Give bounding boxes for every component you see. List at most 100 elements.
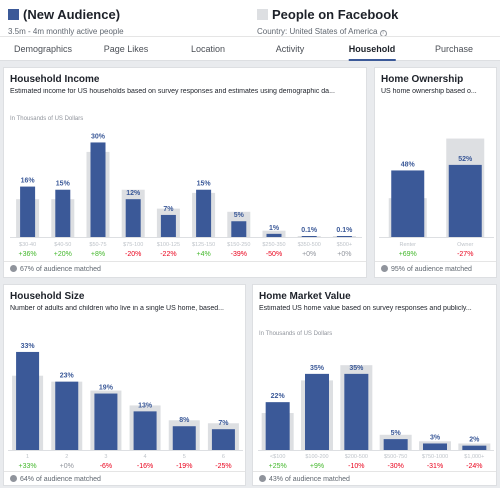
value-label: 8% (179, 417, 190, 424)
audience-bar (336, 236, 352, 237)
category-label: 4 (144, 454, 147, 460)
value-label: 0.1% (301, 227, 318, 234)
audience-bar (196, 189, 212, 237)
category-label: $125-150 (192, 242, 215, 248)
tab-location[interactable]: Location (190, 44, 226, 54)
audience-bar (305, 373, 329, 450)
delta-label: -22% (160, 251, 176, 258)
audience-name: (New Audience) (23, 7, 121, 22)
delta-label: +4% (196, 251, 210, 258)
home-ownership-panel: Home Ownership US home ownership based o… (374, 67, 497, 278)
category-label: 6 (222, 454, 225, 460)
audience-bar (231, 221, 247, 237)
audience-bar (423, 443, 447, 450)
value-label: 19% (99, 385, 114, 392)
delta-label: -39% (231, 251, 247, 258)
audience-header: (New Audience) 3.5m - 4m monthly active … (0, 0, 500, 37)
value-label: 35% (310, 365, 325, 372)
value-label: 15% (56, 181, 71, 188)
category-label: <$100 (270, 454, 285, 460)
household-income-chart: 16% $30-40 +36% 15% $40-50 +20% 30% $50-75 +8% 12… (10, 133, 362, 258)
match-rate-text: 67% of audience matched (20, 266, 101, 273)
value-label: 16% (21, 178, 36, 185)
audience-bar (462, 445, 487, 450)
pie-icon (10, 265, 17, 272)
audience-bar (391, 170, 425, 237)
audience-bar (266, 233, 282, 237)
delta-label: -50% (266, 251, 282, 258)
match-rate-text: 64% of audience matched (20, 476, 101, 483)
category-label: 2 (65, 454, 68, 460)
divider (4, 471, 245, 472)
panel-description: US home ownership based o... (381, 88, 477, 95)
home-market-value-panel: Home Market Value Estimated US home valu… (252, 284, 497, 486)
comparison-name: People on Facebook (272, 7, 399, 22)
match-rate: 64% of audience matched (10, 475, 101, 483)
value-label: 23% (60, 373, 75, 380)
delta-label: +9% (310, 463, 324, 470)
unit-label: In Thousands of US Dollars (10, 116, 84, 122)
category-label: $40-50 (54, 242, 71, 248)
audience-bar (172, 426, 196, 450)
audience-bar (90, 142, 106, 237)
tab-activity[interactable]: Activity (275, 44, 305, 54)
category-label: $75-100 (123, 242, 143, 248)
audience-bar (344, 373, 369, 450)
value-label: 30% (91, 133, 106, 140)
category-label: $500+ (337, 242, 352, 248)
audience-bar (55, 189, 71, 237)
value-label: 7% (218, 420, 229, 427)
audience-size: 3.5m - 4m monthly active people (8, 27, 124, 36)
audience-bar (55, 381, 79, 450)
category-label: $150-250 (227, 242, 250, 248)
audience-bar (265, 402, 290, 450)
tab-bar: Demographics Page Likes Location Activit… (0, 36, 500, 61)
delta-label: -24% (466, 463, 482, 470)
delta-label: +0% (337, 251, 351, 258)
audience-bar (125, 199, 141, 237)
value-label: 52% (458, 156, 473, 163)
comparison-color-swatch (257, 9, 268, 20)
value-label: 12% (126, 190, 141, 197)
value-label: 22% (271, 393, 286, 400)
value-label: 15% (197, 181, 212, 188)
delta-label: -31% (427, 463, 443, 470)
home-market-value-chart: 22% <$100 +25% 35% $100-200 +9% 35% $200-500 -10… (258, 365, 494, 470)
match-rate: 67% of audience matched (10, 265, 101, 273)
panel-description: Estimated income for US households based… (10, 88, 335, 95)
delta-label: +33% (19, 463, 37, 470)
audience-bar (16, 351, 40, 450)
pie-icon (381, 265, 388, 272)
tab-household[interactable]: Household (348, 37, 396, 61)
delta-label: +69% (399, 251, 417, 258)
category-label: 3 (104, 454, 107, 460)
delta-label: +0% (60, 463, 74, 470)
panel-title: Household Size (10, 291, 85, 302)
divider (253, 471, 496, 472)
value-label: 0.1% (336, 227, 353, 234)
delta-label: +20% (54, 251, 72, 258)
delta-label: +36% (19, 251, 37, 258)
value-label: 7% (163, 206, 174, 213)
category-label: $750-1000 (422, 454, 448, 460)
panel-title: Household Income (10, 74, 100, 85)
audience-bar (301, 236, 317, 237)
panel-description: Number of adults and children who live i… (10, 305, 225, 312)
audience-bar (133, 411, 157, 450)
audience-bar (160, 214, 176, 237)
value-label: 35% (349, 365, 364, 372)
tab-purchase[interactable]: Purchase (434, 44, 474, 54)
comparison-block: People on Facebook Country: United State… (257, 6, 398, 37)
unit-label: In Thousands of US Dollars (259, 331, 333, 337)
category-label: Owner (457, 242, 473, 248)
comparison-country: Country: United States of America (257, 27, 378, 36)
tab-demographics[interactable]: Demographics (13, 44, 73, 54)
value-label: 5% (234, 212, 245, 219)
audience-color-swatch (8, 9, 19, 20)
audience-bar (211, 429, 235, 450)
audience-bar (448, 164, 482, 237)
delta-label: -6% (100, 463, 112, 470)
tab-page-likes[interactable]: Page Likes (103, 44, 149, 54)
delta-label: -19% (176, 463, 192, 470)
value-label: 2% (469, 437, 480, 444)
